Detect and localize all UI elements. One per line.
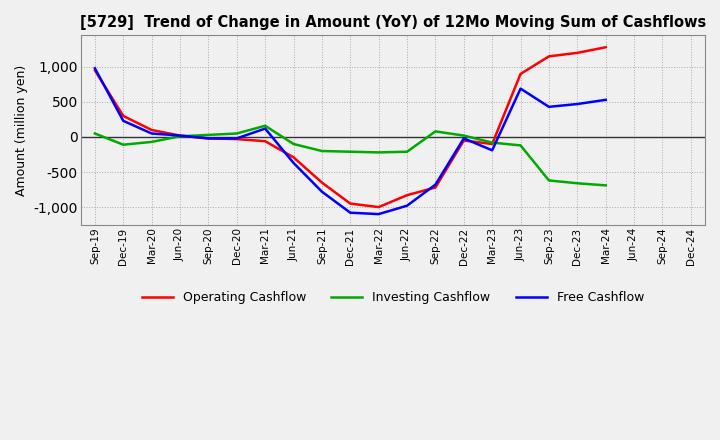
Investing Cashflow: [289, 141, 298, 147]
Operating Cashflow: [459, 138, 468, 143]
Operating Cashflow: [204, 136, 212, 141]
Operating Cashflow: [544, 54, 553, 59]
Free Cashflow: [204, 136, 212, 141]
Investing Cashflow: [119, 142, 127, 147]
Free Cashflow: [402, 203, 411, 208]
Operating Cashflow: [346, 201, 355, 206]
Investing Cashflow: [374, 150, 383, 155]
Free Cashflow: [573, 101, 582, 106]
Free Cashflow: [601, 97, 610, 103]
Operating Cashflow: [289, 155, 298, 160]
Line: Investing Cashflow: Investing Cashflow: [95, 126, 606, 185]
Investing Cashflow: [573, 181, 582, 186]
Free Cashflow: [148, 131, 156, 136]
Free Cashflow: [289, 160, 298, 165]
Free Cashflow: [346, 210, 355, 215]
Free Cashflow: [488, 148, 497, 153]
Investing Cashflow: [233, 131, 241, 136]
Legend: Operating Cashflow, Investing Cashflow, Free Cashflow: Operating Cashflow, Investing Cashflow, …: [137, 286, 649, 309]
Free Cashflow: [261, 126, 269, 131]
Free Cashflow: [119, 118, 127, 124]
Investing Cashflow: [148, 139, 156, 144]
Investing Cashflow: [346, 149, 355, 154]
Investing Cashflow: [516, 143, 525, 148]
Investing Cashflow: [204, 132, 212, 138]
Operating Cashflow: [601, 44, 610, 50]
Operating Cashflow: [488, 141, 497, 147]
Investing Cashflow: [488, 140, 497, 145]
Free Cashflow: [431, 182, 440, 187]
Operating Cashflow: [318, 180, 326, 185]
Title: [5729]  Trend of Change in Amount (YoY) of 12Mo Moving Sum of Cashflows: [5729] Trend of Change in Amount (YoY) o…: [80, 15, 706, 30]
Investing Cashflow: [431, 129, 440, 134]
Free Cashflow: [176, 133, 184, 138]
Investing Cashflow: [544, 178, 553, 183]
Operating Cashflow: [573, 50, 582, 55]
Y-axis label: Amount (million yen): Amount (million yen): [15, 64, 28, 196]
Operating Cashflow: [91, 68, 99, 73]
Operating Cashflow: [233, 136, 241, 142]
Operating Cashflow: [261, 139, 269, 144]
Operating Cashflow: [516, 71, 525, 77]
Investing Cashflow: [459, 133, 468, 138]
Free Cashflow: [544, 104, 553, 110]
Free Cashflow: [516, 86, 525, 91]
Investing Cashflow: [261, 123, 269, 128]
Investing Cashflow: [402, 149, 411, 154]
Operating Cashflow: [402, 193, 411, 198]
Operating Cashflow: [374, 205, 383, 210]
Operating Cashflow: [119, 114, 127, 119]
Operating Cashflow: [176, 133, 184, 138]
Free Cashflow: [374, 212, 383, 217]
Free Cashflow: [91, 66, 99, 71]
Investing Cashflow: [601, 183, 610, 188]
Investing Cashflow: [91, 131, 99, 136]
Operating Cashflow: [148, 127, 156, 132]
Line: Free Cashflow: Free Cashflow: [95, 68, 606, 214]
Investing Cashflow: [176, 134, 184, 139]
Investing Cashflow: [318, 148, 326, 154]
Free Cashflow: [318, 189, 326, 194]
Operating Cashflow: [431, 185, 440, 190]
Free Cashflow: [459, 136, 468, 141]
Line: Operating Cashflow: Operating Cashflow: [95, 47, 606, 207]
Free Cashflow: [233, 136, 241, 141]
